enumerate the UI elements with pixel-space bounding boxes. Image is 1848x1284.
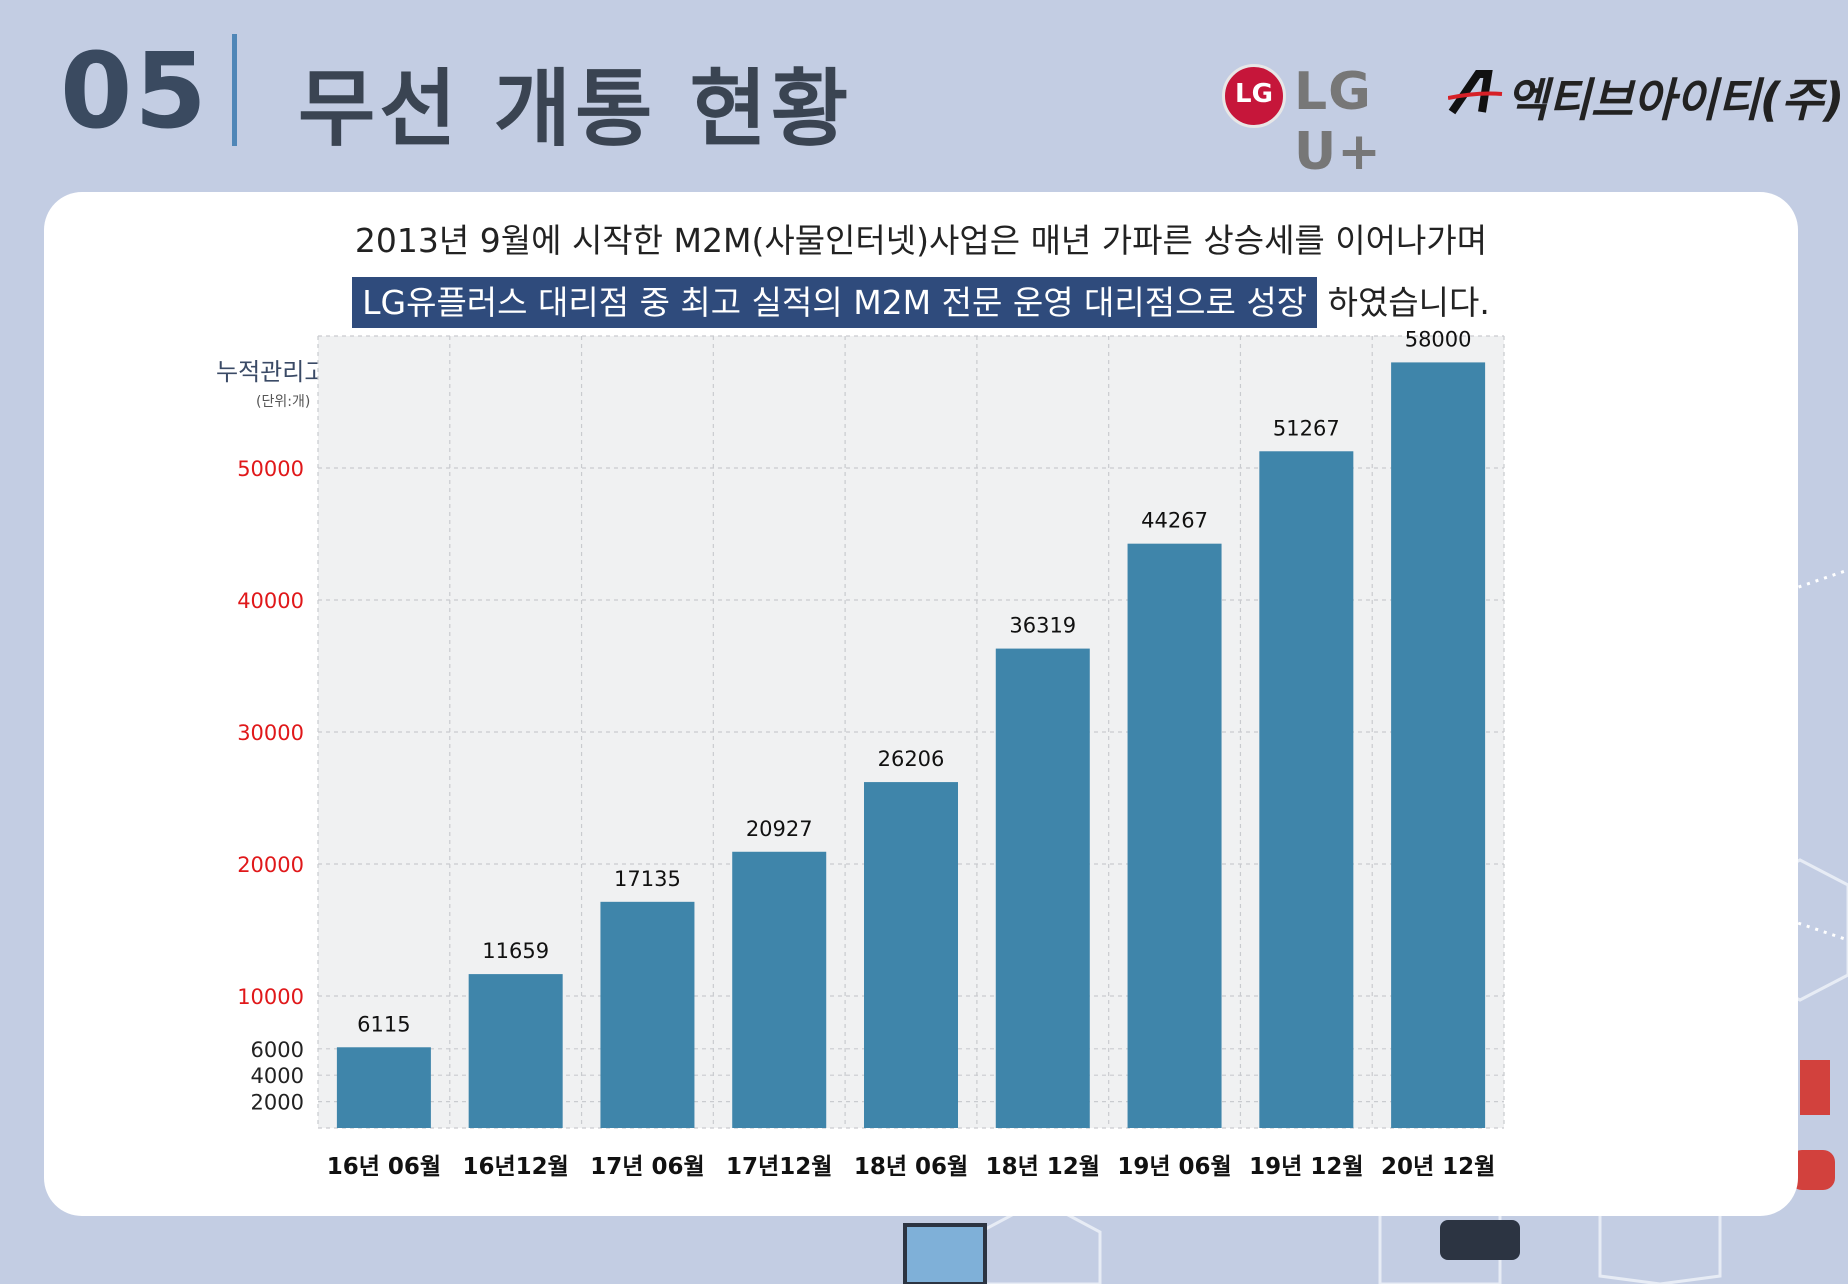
x-tick-label: 18년 06월	[854, 1154, 968, 1180]
data-label: 6115	[357, 1012, 410, 1036]
x-tick-label: 19년 12월	[1249, 1154, 1363, 1180]
intro-highlight: LG유플러스 대리점 중 최고 실적의 M2M 전문 운영 대리점으로 성장	[352, 277, 1318, 328]
activeit-mark-icon	[1448, 70, 1503, 115]
y-tick-label: 2000	[251, 1091, 304, 1115]
header: 05 무선 개통 현황 LG LG U+ 엑티브아이티(주)	[0, 0, 1848, 182]
bar	[336, 1047, 431, 1128]
y-tick-label: 30000	[237, 721, 304, 745]
intro-line-2: LG유플러스 대리점 중 최고 실적의 M2M 전문 운영 대리점으로 성장 하…	[44, 276, 1798, 328]
x-tick-label: 20년 12월	[1381, 1154, 1495, 1180]
bar	[1127, 543, 1222, 1128]
data-label: 26206	[878, 747, 945, 771]
page-title: 무선 개통 현황	[298, 60, 853, 158]
data-label: 36319	[1009, 614, 1076, 638]
device-deco-icon	[1440, 1220, 1520, 1260]
bar	[732, 851, 827, 1128]
bar-chart: 누적관리고객 수 (단위:개) 200040006000100002000030…	[216, 327, 1505, 1180]
y-tick-label: 10000	[237, 985, 304, 1009]
bar	[864, 782, 958, 1128]
y-tick-label: 50000	[237, 457, 304, 481]
phone-deco-icon	[903, 1223, 987, 1284]
bar	[1391, 362, 1486, 1128]
data-label: 58000	[1405, 327, 1472, 351]
data-label: 11659	[482, 939, 549, 963]
y-tick-label: 6000	[251, 1038, 304, 1062]
lg-face-icon: LG	[1222, 64, 1286, 128]
bar	[1259, 451, 1354, 1128]
y-tick-label: 40000	[237, 589, 304, 613]
lg-uplus-logo: LG LG U+	[1222, 60, 1442, 182]
bar	[995, 648, 1090, 1128]
data-label: 17135	[614, 867, 681, 891]
x-tick-label: 17년12월	[726, 1154, 832, 1180]
data-label: 51267	[1273, 416, 1340, 440]
intro-line-2-rest: 하였습니다.	[1327, 283, 1490, 322]
y-axis-unit-label: (단위:개)	[256, 394, 310, 410]
bar	[600, 901, 695, 1128]
intro-line-1: 2013년 9월에 시작한 M2M(사물인터넷)사업은 매년 가파른 상승세를 …	[354, 221, 1488, 260]
bar	[468, 974, 563, 1128]
x-tick-label: 16년12월	[462, 1154, 568, 1180]
x-tick-label: 16년 06월	[327, 1154, 441, 1180]
data-label: 20927	[746, 817, 813, 841]
car-deco-icon	[1800, 1060, 1830, 1115]
y-tick-label: 20000	[237, 853, 304, 877]
x-tick-label: 17년 06월	[590, 1154, 704, 1180]
activeit-logo-text: 엑티브아이티(주)	[1506, 73, 1845, 127]
title-divider	[232, 34, 237, 146]
x-tick-label: 18년 12월	[986, 1154, 1100, 1180]
y-tick-label: 4000	[251, 1064, 304, 1088]
x-tick-label: 19년 06월	[1117, 1154, 1231, 1180]
content-card: 2013년 9월에 시작한 M2M(사물인터넷)사업은 매년 가파른 상승세를 …	[44, 192, 1798, 1216]
lg-uplus-logo-text: LG U+	[1294, 62, 1382, 182]
section-number: 05	[60, 30, 209, 152]
data-label: 44267	[1141, 509, 1208, 533]
